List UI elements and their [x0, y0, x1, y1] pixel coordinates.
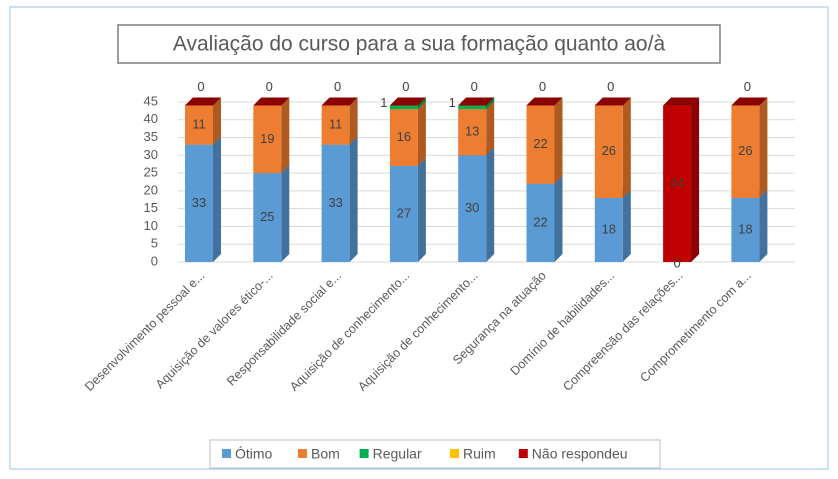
data-label: 44 — [670, 175, 684, 190]
legend-label: Ruim — [463, 446, 496, 462]
data-label: 22 — [533, 214, 547, 229]
bar-top — [731, 97, 768, 106]
y-tick-label: 40 — [144, 111, 158, 126]
bar-top — [389, 97, 426, 106]
legend-swatch — [298, 449, 307, 458]
bar-side — [417, 158, 426, 262]
data-label: 19 — [260, 131, 274, 146]
bar — [389, 109, 418, 166]
bar — [526, 183, 555, 262]
data-label: 18 — [738, 221, 752, 236]
bar-side — [349, 136, 358, 262]
data-label: 18 — [602, 221, 616, 236]
legend-box — [209, 439, 661, 469]
legend-swatch — [359, 449, 369, 458]
data-label: 0 — [607, 79, 614, 94]
data-label: 11 — [329, 117, 343, 132]
data-label: 11 — [192, 117, 206, 132]
bar-side — [281, 97, 290, 174]
y-tick-label: 30 — [144, 147, 158, 162]
y-tick-label: 25 — [144, 165, 158, 180]
bar-top — [594, 97, 631, 106]
bar-side — [486, 97, 495, 110]
bar — [321, 105, 350, 145]
bar-top — [253, 97, 290, 106]
y-tick-label: 15 — [144, 200, 158, 215]
bar — [458, 105, 487, 110]
bar-side — [622, 97, 631, 198]
data-label: 26 — [602, 143, 616, 158]
bar — [253, 105, 282, 174]
legend-label: Bom — [311, 446, 340, 462]
y-tick-label: 0 — [151, 253, 158, 268]
legend-label: Ótimo — [235, 446, 273, 462]
data-label: 0 — [673, 255, 680, 270]
data-label: 0 — [197, 79, 204, 94]
data-label: 27 — [397, 205, 411, 220]
data-label: 0 — [334, 79, 341, 94]
legend-label: Não respondeu — [532, 446, 628, 462]
bar-top — [458, 97, 495, 106]
data-label: 0 — [744, 79, 751, 94]
bar-side — [554, 175, 563, 262]
bar — [594, 198, 623, 262]
y-tick-label: 5 — [151, 236, 158, 251]
y-tick-label: 20 — [144, 182, 158, 197]
data-label: 30 — [465, 200, 479, 215]
bar — [321, 144, 350, 262]
bar — [389, 166, 418, 262]
y-tick-label: 35 — [144, 129, 158, 144]
bar-side — [486, 147, 495, 262]
bar-side — [691, 97, 700, 262]
bar — [526, 105, 555, 184]
data-label: 25 — [260, 209, 274, 224]
data-label: 1 — [380, 95, 387, 110]
bar-side — [486, 101, 495, 156]
bar-side — [349, 97, 358, 145]
data-label: 33 — [192, 195, 206, 210]
legend-swatch — [222, 449, 231, 458]
bar-top — [663, 97, 700, 106]
bar-top — [321, 97, 358, 106]
data-label: 16 — [397, 129, 411, 144]
legend-label: Regular — [373, 446, 422, 462]
bar — [731, 198, 760, 262]
data-label: 26 — [738, 143, 752, 158]
data-label: 1 — [449, 95, 456, 110]
bar — [663, 105, 692, 262]
bar-side — [622, 190, 631, 262]
bar-top — [185, 97, 221, 106]
data-label: 0 — [471, 79, 478, 94]
data-label: 33 — [328, 195, 342, 210]
chart-title: Avaliação do curso para a sua formação q… — [173, 33, 666, 56]
bar-top — [526, 97, 563, 106]
bar-side — [554, 97, 563, 184]
y-tick-label: 45 — [144, 93, 158, 108]
data-label: 0 — [266, 79, 273, 94]
bar — [458, 109, 487, 156]
bar-side — [417, 97, 426, 110]
bar — [185, 105, 213, 145]
bar-side — [759, 190, 768, 262]
bar-side — [213, 136, 221, 262]
y-tick-label: 10 — [144, 218, 158, 233]
bar — [458, 155, 487, 262]
legend-swatch — [450, 449, 459, 458]
data-label: 22 — [533, 136, 547, 151]
data-label: 0 — [539, 79, 546, 94]
bar-side — [213, 97, 221, 145]
bar-side — [759, 97, 768, 198]
data-label: 0 — [402, 79, 409, 94]
data-label: 13 — [465, 124, 479, 139]
legend-swatch — [518, 449, 528, 458]
bar — [185, 144, 213, 262]
bar-side — [417, 101, 426, 166]
bar — [731, 105, 760, 198]
bar — [594, 105, 623, 198]
title-box — [117, 24, 721, 64]
bar — [389, 105, 418, 110]
bar-side — [281, 165, 290, 262]
bar — [253, 173, 282, 262]
